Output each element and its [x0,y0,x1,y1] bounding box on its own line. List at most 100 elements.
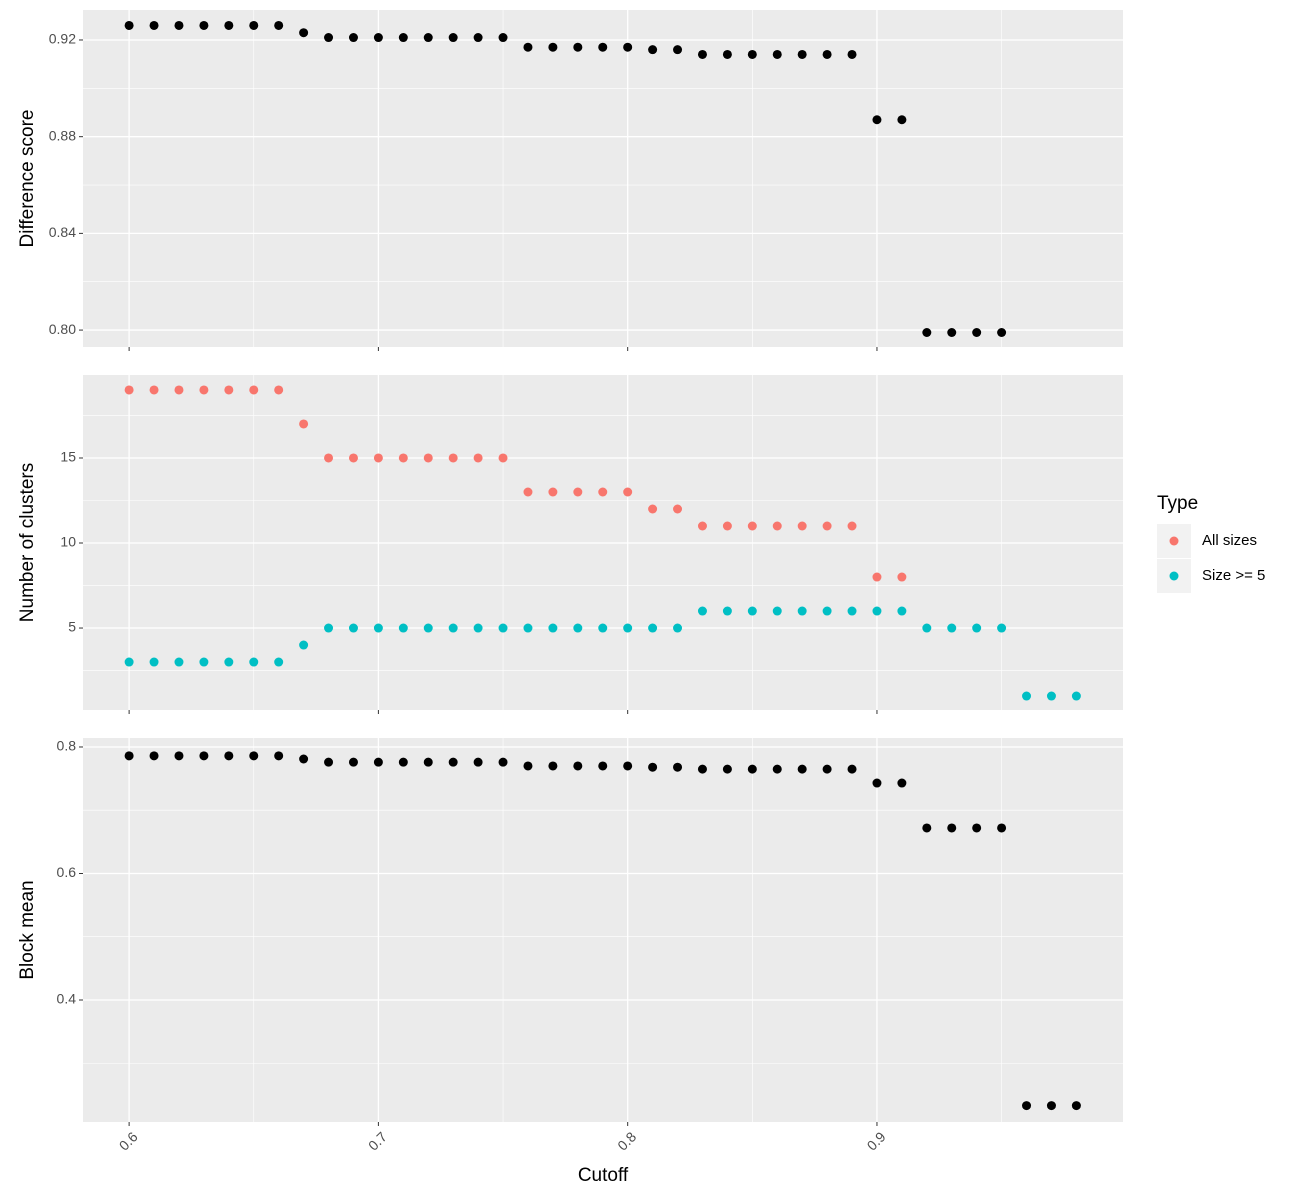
point [697,764,707,774]
point [673,623,683,633]
point [772,49,782,59]
point [897,778,907,788]
point [997,623,1007,633]
point [772,521,782,531]
legend-label: All sizes [1202,532,1257,549]
y-tick-label: 0.6 [57,864,77,880]
point [249,657,259,667]
point [498,757,508,767]
point [1046,691,1056,701]
x-tick-label: 0.9 [864,1128,889,1153]
point [722,606,732,616]
point [573,42,583,52]
point [249,20,259,30]
point [747,764,757,774]
point [573,623,583,633]
point [299,28,309,38]
point [747,49,757,59]
point [598,761,608,771]
point [398,453,408,463]
point [373,757,383,767]
point [348,453,358,463]
point [423,453,433,463]
panel-background [83,10,1123,347]
point [548,623,558,633]
point [797,764,807,774]
point [274,657,284,667]
point [797,521,807,531]
point [847,764,857,774]
point [673,45,683,55]
point [348,757,358,767]
point [274,20,284,30]
point [398,757,408,767]
point [573,761,583,771]
point [947,327,957,337]
point [548,42,558,52]
point [722,49,732,59]
point [149,657,159,667]
point [697,49,707,59]
point [872,606,882,616]
point [149,20,159,30]
point [847,521,857,531]
point [299,640,309,650]
point [224,657,234,667]
point [872,115,882,125]
panel-background [83,738,1123,1122]
point [274,751,284,761]
y-tick-label: 10 [60,534,76,550]
point [1071,1101,1081,1111]
point [199,385,209,395]
point [972,623,982,633]
point [448,757,458,767]
point [324,33,334,43]
point [797,49,807,59]
point [673,762,683,772]
point [847,606,857,616]
point [797,606,807,616]
point [498,33,508,43]
point [299,419,309,429]
point [523,623,533,633]
y-tick-label: 0.92 [49,31,76,47]
y-tick-label: 0.4 [57,991,77,1007]
point [224,751,234,761]
y-tick-label: 0.88 [49,127,76,143]
y-axis-label: Number of clusters [17,463,38,622]
point [598,623,608,633]
point [897,606,907,616]
point [722,521,732,531]
point [1022,1101,1032,1111]
point [348,33,358,43]
point [972,823,982,833]
x-tick-label: 0.8 [614,1128,639,1153]
point [199,751,209,761]
point [423,757,433,767]
point [1022,691,1032,701]
point [149,751,159,761]
point [997,823,1007,833]
legend-marker [1169,571,1179,581]
y-tick-label: 0.80 [49,321,76,337]
point [523,42,533,52]
point [373,623,383,633]
point [772,764,782,774]
point [174,751,184,761]
point [174,657,184,667]
point [722,764,732,774]
point [448,33,458,43]
point [149,385,159,395]
point [972,327,982,337]
point [398,33,408,43]
point [124,385,134,395]
point [897,572,907,582]
point [673,504,683,514]
point [548,487,558,497]
point [324,453,334,463]
point [573,487,583,497]
point [623,42,633,52]
point [324,623,334,633]
y-tick-label: 0.8 [57,738,77,754]
point [822,606,832,616]
